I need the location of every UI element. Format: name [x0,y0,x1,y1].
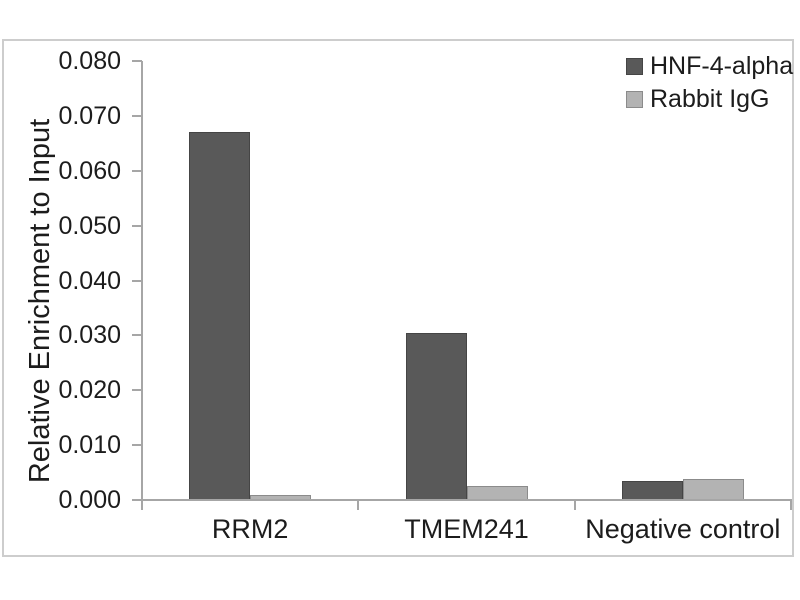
y-tick-label: 0.030 [58,321,121,350]
x-tick [790,500,792,510]
x-category-label: RRM2 [211,514,289,544]
y-tick [132,60,142,62]
bar [250,494,312,500]
legend-swatch [626,57,643,75]
bar [466,485,528,500]
y-tick-label: 0.070 [58,101,121,130]
y-tick [132,444,142,447]
y-tick [132,389,142,392]
y-tick-label: 0.040 [58,266,121,295]
y-tick-label: 0.050 [58,211,121,240]
y-tick-label: 0.060 [58,156,121,185]
y-tick-label: 0.010 [58,431,121,460]
legend-item: Rabbit IgG [626,85,793,113]
y-tick [132,169,142,172]
bar [682,478,744,500]
chart-frame [2,39,794,557]
legend-label: HNF-4-alpha [650,51,794,80]
bar [621,480,683,500]
legend-label: Rabbit IgG [650,84,770,113]
y-tick [132,114,142,117]
x-category-label: TMEM241 [404,514,529,544]
x-category-label: Negative control [585,514,781,544]
y-tick [132,334,142,337]
y-tick-label: 0.080 [58,47,121,75]
y-tick [132,499,142,501]
y-tick-label: 0.000 [58,486,121,514]
x-tick [573,500,576,510]
y-tick-label: 0.020 [58,376,121,405]
y-tick [132,279,142,282]
bar [189,132,251,500]
legend-item: HNF-4-alpha [626,52,793,80]
x-tick [357,500,360,510]
x-axis-line [142,499,792,501]
bar [405,332,467,500]
y-axis-line [141,61,143,510]
y-tick [132,224,142,227]
legend-swatch [626,90,643,108]
legend: HNF-4-alpha Rabbit IgG [626,52,793,113]
